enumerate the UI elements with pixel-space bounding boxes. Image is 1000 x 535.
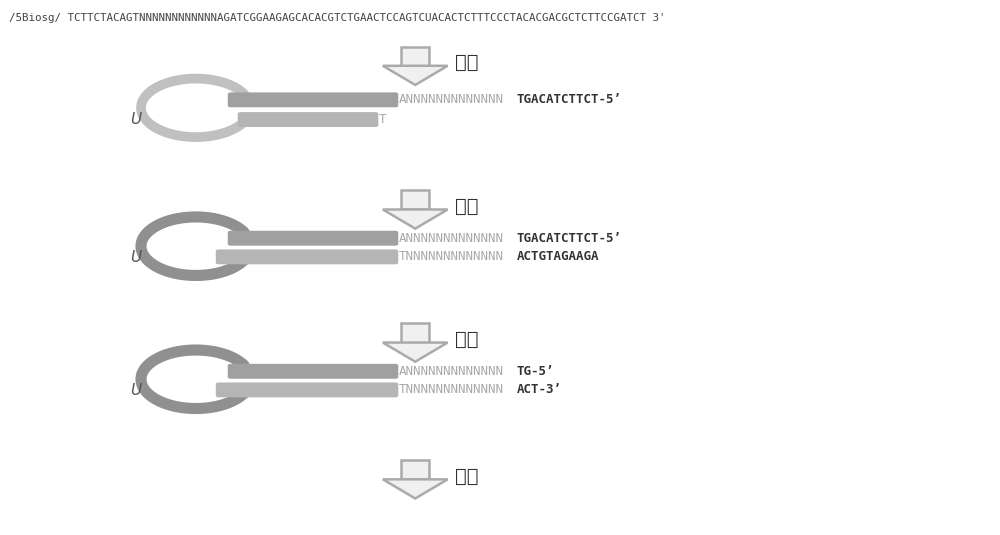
Text: /5Biosg/ TCTTCTACAGTNNNNNNNNNNNNAGATCGGAAGAGCACACGTCTGAACTCCAGTCUACACTCTTTCCCTAC: /5Biosg/ TCTTCTACAGTNNNNNNNNNNNNAGATCGGA… xyxy=(9,13,666,24)
Text: 纯化: 纯化 xyxy=(455,467,479,486)
Text: U: U xyxy=(130,250,142,265)
Polygon shape xyxy=(401,460,429,479)
Text: ANNNNNNNNNNNNN: ANNNNNNNNNNNNN xyxy=(398,365,503,378)
Polygon shape xyxy=(383,210,448,228)
Polygon shape xyxy=(401,190,429,210)
Text: U: U xyxy=(130,384,142,399)
Text: 延伸: 延伸 xyxy=(455,197,479,216)
Text: TGACATCTTCT-5’: TGACATCTTCT-5’ xyxy=(517,232,622,244)
Text: TNNNNNNNNNNNNN: TNNNNNNNNNNNNN xyxy=(398,250,503,263)
FancyBboxPatch shape xyxy=(238,112,378,127)
Text: TG-5’: TG-5’ xyxy=(517,365,554,378)
Polygon shape xyxy=(401,323,429,342)
FancyBboxPatch shape xyxy=(216,249,398,264)
Text: ANNNNNNNNNNNNN: ANNNNNNNNNNNNN xyxy=(398,232,503,244)
Text: U: U xyxy=(130,112,142,127)
Polygon shape xyxy=(401,47,429,66)
Text: T: T xyxy=(378,113,386,126)
Polygon shape xyxy=(383,66,448,85)
FancyBboxPatch shape xyxy=(228,231,398,246)
Text: ANNNNNNNNNNNNN: ANNNNNNNNNNNNN xyxy=(398,93,503,106)
Text: TGACATCTTCT-5’: TGACATCTTCT-5’ xyxy=(517,93,622,106)
FancyBboxPatch shape xyxy=(228,93,398,108)
FancyBboxPatch shape xyxy=(228,364,398,379)
Text: ACT-3’: ACT-3’ xyxy=(517,384,562,396)
Text: TNNNNNNNNNNNNN: TNNNNNNNNNNNNN xyxy=(398,384,503,396)
Polygon shape xyxy=(383,342,448,362)
Text: 酶切: 酶切 xyxy=(455,330,479,349)
Polygon shape xyxy=(383,479,448,499)
Text: 退火: 退火 xyxy=(455,53,479,72)
Text: ACTGTAGAAGA: ACTGTAGAAGA xyxy=(517,250,599,263)
FancyBboxPatch shape xyxy=(216,383,398,398)
